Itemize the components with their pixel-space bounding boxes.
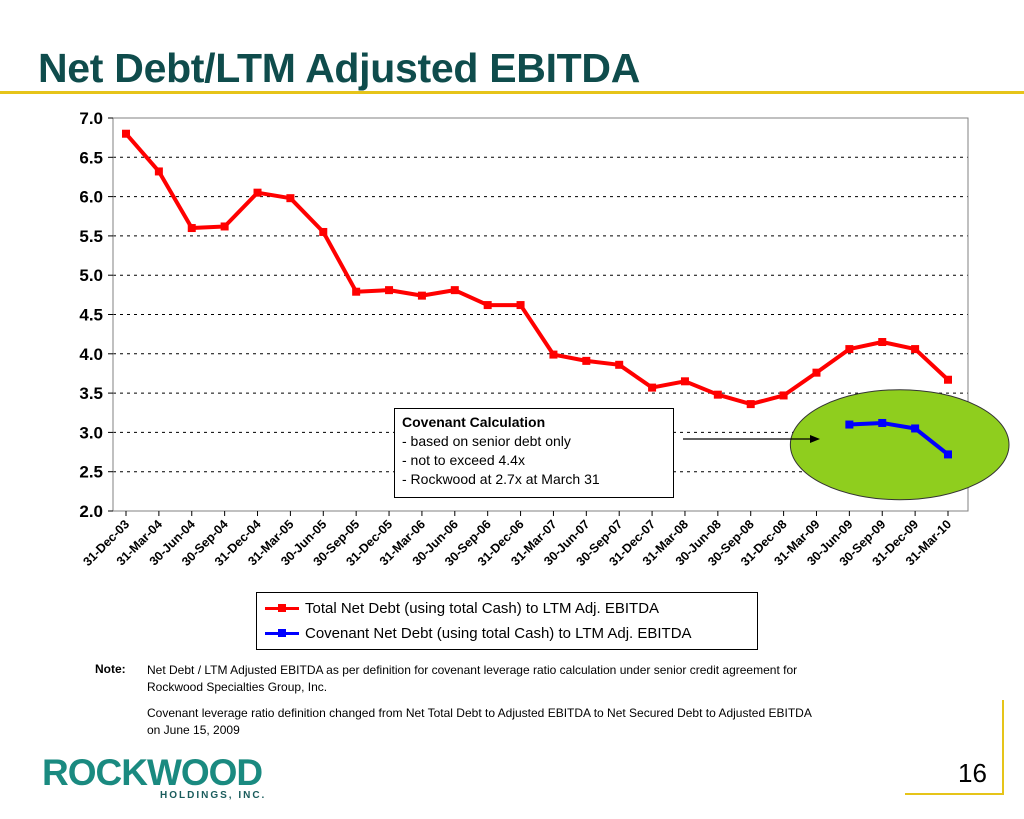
data-point [845,345,854,354]
data-point [911,345,920,354]
note-text: Net Debt / LTM Adjusted EBITDA as per de… [147,663,798,677]
legend-swatch-red [265,603,299,612]
page-number: 16 [958,758,987,788]
data-point [385,286,394,295]
legend-label: Covenant Net Debt (using total Cash) to … [305,624,692,642]
legend-swatch-blue [265,628,299,637]
data-point [944,450,952,459]
data-point [911,424,920,433]
data-point [713,390,722,399]
data-point [417,291,426,300]
logo-wordmark: ROCKWOOD [42,752,263,793]
data-point [680,377,689,386]
y-tick-label: 5.5 [79,227,103,246]
data-point [845,420,854,429]
note-text: Covenant leverage ratio definition chang… [147,706,812,720]
note-label: Note: [95,662,126,676]
y-tick-label: 4.5 [79,306,103,325]
callout-line: - not to exceed 4.4x [402,452,525,468]
data-point [319,227,328,236]
y-tick-label: 5.0 [79,266,103,285]
data-point [483,301,492,310]
y-tick-label: 6.5 [79,148,103,167]
data-point [746,400,755,409]
callout-line: - based on senior debt only [402,433,571,449]
line-chart: 7.0 6.5 6.0 5.5 5.0 4.5 4.0 3.5 3.0 2.5 2.0 31-Dec… [79,109,1010,569]
data-point [286,194,295,203]
callout-heading: Covenant Calculation [402,414,546,430]
data-point [253,188,262,197]
title-rule [0,91,1024,94]
y-tick-label: 2.5 [79,463,103,482]
corner-accent [905,793,1004,795]
note-text: Rockwood Specialties Group, Inc. [147,680,328,694]
data-point [812,368,821,377]
corner-accent [1002,700,1004,795]
callout-line: - Rockwood at 2.7x at March 31 [402,471,600,487]
covenant-callout: Covenant Calculation - based on senior d… [394,408,674,498]
data-point [450,286,459,295]
covenant-highlight-ellipse [789,389,1010,501]
company-logo: ROCKWOOD HOLDINGS, INC. [42,752,264,801]
data-point [516,301,525,310]
data-point [122,129,130,138]
y-tick-label: 4.0 [79,345,103,364]
data-point [878,338,887,347]
y-tick-label: 2.0 [79,502,103,521]
logo-subtext: HOLDINGS, INC. [160,790,267,801]
y-tick-label: 7.0 [79,109,103,128]
callout-arrow [683,435,820,443]
series-line-0 [124,132,950,407]
y-tick-label: 6.0 [79,188,103,207]
x-axis-ticks: 31-Dec-0331-Mar-0430-Jun-0430-Sep-0431-D… [80,511,954,569]
page-title: Net Debt/LTM Adjusted EBITDA [38,45,641,91]
data-point [220,222,229,231]
data-point [878,418,887,427]
data-point [154,167,163,176]
legend-item-covenant: Covenant Net Debt (using total Cash) to … [265,622,692,644]
data-point [615,360,624,369]
data-point [582,356,591,365]
data-series [122,129,952,459]
data-point [944,375,952,384]
chart-legend: Total Net Debt (using total Cash) to LTM… [256,592,758,650]
data-point [779,391,788,400]
data-point [187,224,196,233]
y-tick-label: 3.0 [79,423,103,442]
legend-label: Total Net Debt (using total Cash) to LTM… [305,599,660,617]
y-axis-ticks: 7.0 6.5 6.0 5.5 5.0 4.5 4.0 3.5 3.0 2.5 2.0 [79,109,113,521]
data-point [352,287,361,296]
y-tick-label: 3.5 [79,384,103,403]
series-line-1 [849,420,950,456]
data-point [648,383,657,392]
legend-item-total: Total Net Debt (using total Cash) to LTM… [265,597,659,619]
note-text: on June 15, 2009 [147,723,240,737]
data-point [549,350,558,359]
